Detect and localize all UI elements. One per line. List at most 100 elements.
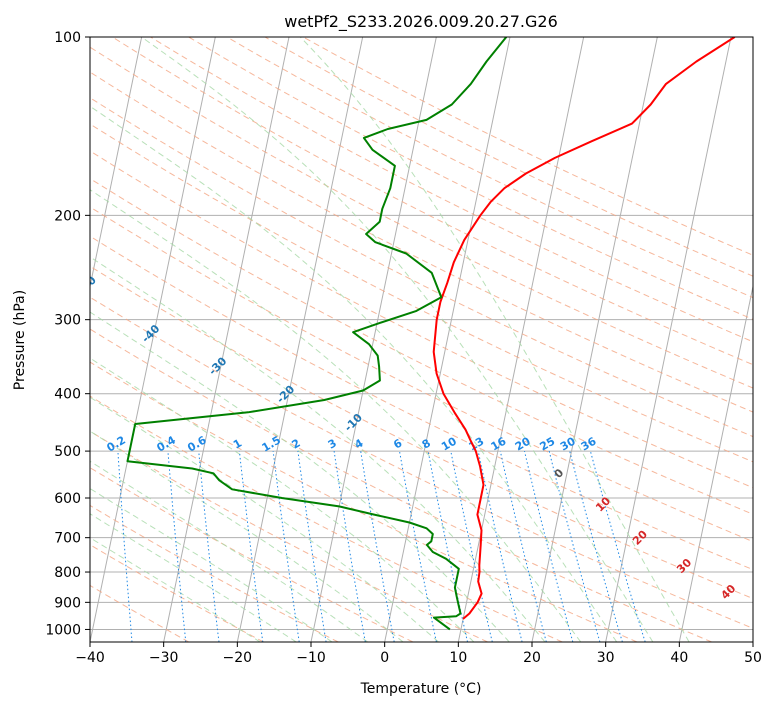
dry-adiabat-line [90, 177, 753, 515]
x-axis-title: Temperature (°C) [360, 681, 482, 697]
mixing-ratio-line [589, 450, 646, 642]
adiabat-side-label: 20 [630, 528, 650, 548]
moist-adiabat-line [299, 37, 690, 642]
adiabat-side-label: 0 [552, 466, 567, 481]
x-tick-label: 40 [670, 650, 688, 666]
y-tick-label: 300 [54, 313, 81, 329]
x-tick-label: 0 [380, 650, 389, 666]
isotherm-line [752, 639, 753, 642]
y-tick-label: 900 [54, 595, 81, 611]
mixing-ratio-line [427, 451, 468, 642]
dry-adiabat-line [150, 37, 753, 343]
dry-adiabat-line [90, 504, 339, 642]
mixing-ratio-line [477, 450, 523, 642]
x-tick-label: −10 [296, 650, 326, 666]
mixing-ratio-line [569, 450, 623, 642]
axes: −40 −30 −20 −10 0 10 20 30 40 5010020030040050060… [45, 30, 762, 666]
x-tick-label: 10 [449, 650, 467, 666]
y-tick-label: 100 [54, 30, 81, 46]
mixing-ratio-label: 4 [352, 436, 365, 451]
moist-adiabat-line [90, 537, 261, 642]
dry-adiabat-line [90, 430, 488, 642]
dry-adiabat-line [90, 97, 753, 438]
mixing-ratio-line [333, 451, 366, 642]
moist-adiabat-line [90, 430, 404, 642]
dry-adiabat-line [90, 206, 753, 543]
isotherm-label: -30 [206, 354, 229, 377]
dry-adiabat-line [90, 235, 753, 571]
chart-title: wetPf2_S233.2026.009.20.27.G26 [284, 12, 558, 32]
isotherm-label: -10 [342, 411, 365, 434]
isotherm-label: -20 [274, 383, 297, 406]
isotherm-line [163, 37, 290, 642]
mixing-ratio-line [548, 450, 601, 642]
isotherm-line [90, 37, 143, 289]
adiabat-side-label: 10 [593, 494, 613, 514]
dry-adiabat-line [226, 37, 753, 299]
mixing-ratio-line [238, 451, 264, 642]
mixing-ratio-line [117, 451, 133, 642]
y-tick-label: 500 [54, 444, 81, 460]
dry-adiabat-line [302, 37, 753, 256]
mixing-ratio-line [399, 451, 437, 642]
dry-adiabat-line [90, 395, 563, 642]
skewt-labels: 0.10.20.40.611.52346810131620253036-100-… [12, 226, 739, 602]
moist-adiabat-line [90, 487, 333, 642]
dewpoint-line [126, 37, 508, 631]
plot-frame [89, 36, 754, 643]
moist-adiabat-line [90, 256, 546, 642]
moist-adiabat-line [90, 105, 618, 642]
isotherm-line [457, 37, 585, 642]
mixing-ratio-line [272, 451, 300, 642]
mixing-ratio-line [450, 451, 493, 642]
dry-adiabat-line [90, 71, 753, 413]
moist-adiabat-line [90, 357, 475, 642]
isotherm-label: -40 [139, 322, 162, 345]
x-tick-label: 50 [744, 650, 762, 666]
x-tick-label: −40 [75, 650, 105, 666]
mixing-ratio-line [499, 450, 547, 642]
dry-adiabat-line [188, 37, 753, 320]
x-tick-label: −20 [223, 650, 253, 666]
y-tick-label: 1000 [45, 622, 81, 638]
isotherm-label: -60 [12, 226, 35, 249]
x-tick-label: −30 [149, 650, 179, 666]
moist-adiabat-line [141, 37, 654, 642]
mixing-ratio-label: 6 [391, 436, 404, 451]
mixing-ratio-line [198, 451, 220, 642]
profile-series [126, 37, 736, 631]
moist-adiabat-line [90, 460, 368, 642]
dry-adiabat-line [112, 37, 753, 366]
isotherm-line [0, 37, 68, 642]
dry-adiabat-line [90, 150, 753, 489]
mixing-ratio-line [297, 451, 327, 642]
isobar-lines [90, 37, 753, 630]
mixing-ratio-label: 8 [420, 437, 433, 452]
adiabat-side-label: 40 [718, 582, 738, 602]
dry-adiabat-line [90, 46, 753, 389]
mixing-ratio-label: 3 [326, 437, 339, 452]
mixing-ratio-lines [117, 450, 646, 642]
dry-adiabat-line [90, 123, 753, 463]
dry-adiabat-line [90, 467, 414, 642]
x-tick-label: 20 [523, 650, 541, 666]
moist-adiabat-line [90, 311, 510, 642]
dry-adiabat-line [90, 296, 753, 629]
moist-adiabat-line [90, 396, 439, 642]
dry-adiabat-line [90, 265, 753, 600]
dry-adiabat-lines [90, 37, 753, 642]
y-tick-label: 400 [54, 387, 81, 403]
isotherm-lines [0, 37, 753, 642]
y-tick-label: 800 [54, 565, 81, 581]
moist-adiabat-lines [90, 37, 690, 642]
mixing-ratio-label: 1 [231, 437, 244, 452]
isotherm-line [678, 283, 753, 642]
isotherm-line [90, 37, 216, 642]
isotherm-line [531, 37, 658, 642]
temperature-line [432, 37, 736, 620]
dry-adiabat-line [90, 328, 712, 642]
isotherm-line [384, 37, 511, 642]
dry-adiabat-line [264, 37, 753, 277]
y-tick-label: 600 [54, 491, 81, 507]
